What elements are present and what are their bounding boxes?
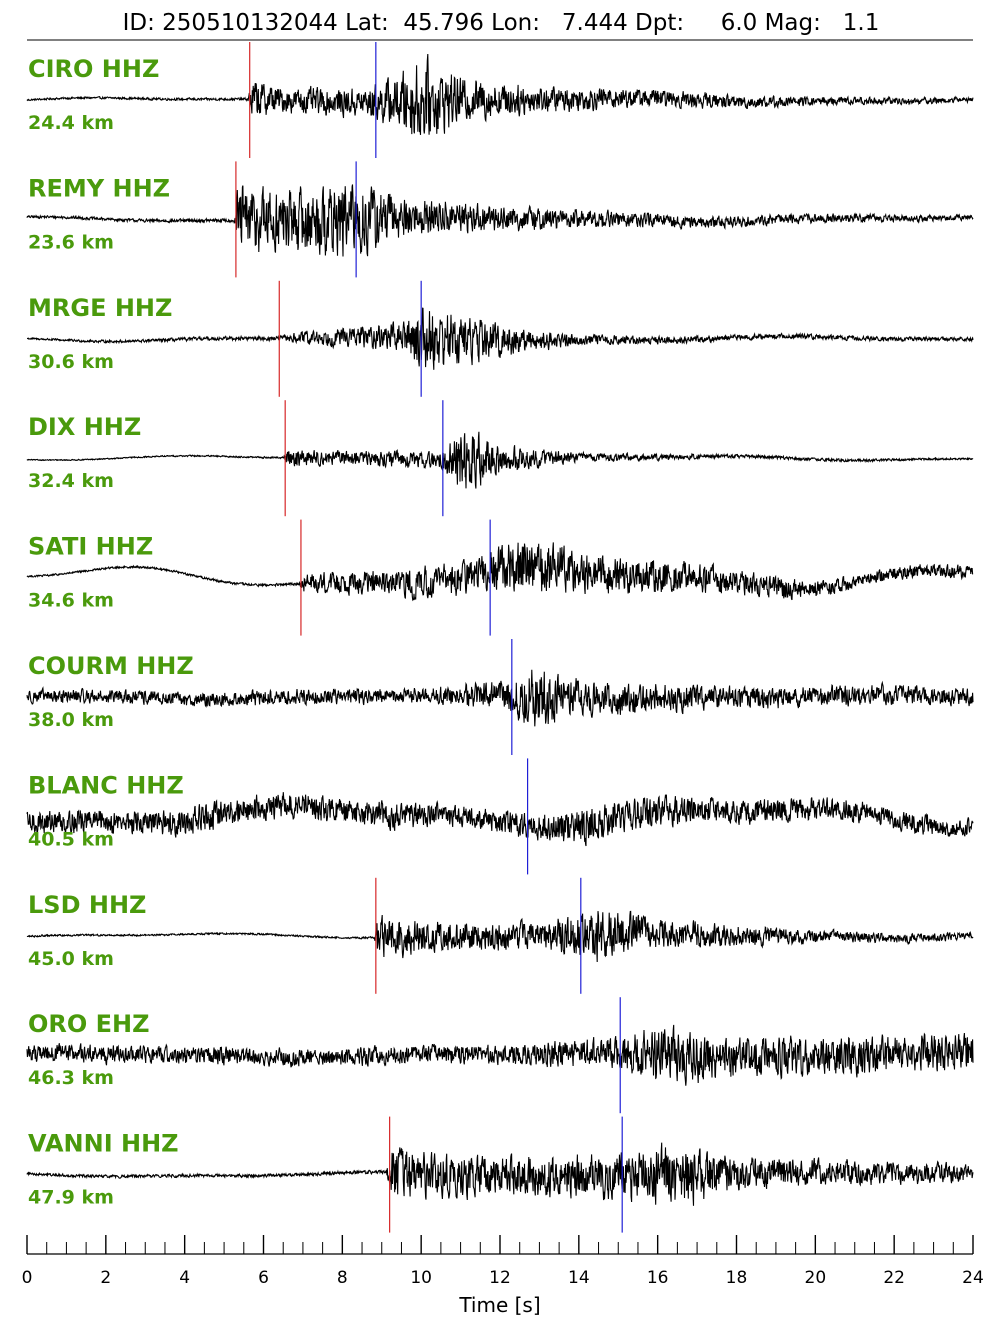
x-tick-label: 22 — [883, 1268, 905, 1288]
x-tick-label: 12 — [489, 1268, 511, 1288]
x-tick-label: 24 — [962, 1268, 984, 1288]
waveform-trace — [26, 910, 974, 963]
waveform-trace — [26, 53, 974, 135]
x-tick-label: 10 — [410, 1268, 432, 1288]
chart-title: ID: 250510132044 Lat: 45.796 Lon: 7.444 … — [123, 10, 880, 36]
waveform-trace — [26, 1024, 974, 1086]
waveform-trace — [26, 542, 974, 602]
station-label: DIX HHZ — [28, 413, 141, 441]
station-label: REMY HHZ — [28, 174, 170, 202]
trace-row: VANNI HHZ 47.9 km — [26, 1116, 974, 1233]
trace-row: REMY HHZ 23.6 km — [26, 161, 974, 278]
x-tick-label: 6 — [258, 1268, 269, 1288]
trace-row: BLANC HHZ 40.5 km — [26, 758, 974, 875]
trace-row: LSD HHZ 45.0 km — [26, 877, 974, 994]
distance-label: 24.4 km — [28, 112, 114, 134]
waveform-trace — [26, 184, 974, 257]
x-tick-label: 2 — [100, 1268, 111, 1288]
station-label: BLANC HHZ — [28, 771, 184, 799]
x-tick-label: 16 — [647, 1268, 669, 1288]
x-tick-label: 0 — [22, 1268, 33, 1288]
x-axis-label: Time [s] — [458, 1293, 540, 1317]
distance-label: 40.5 km — [28, 828, 114, 850]
trace-row: MRGE HHZ 30.6 km — [27, 280, 974, 397]
trace-row: ORO EHZ 46.3 km — [26, 997, 974, 1114]
station-label: MRGE HHZ — [28, 294, 172, 322]
station-label: SATI HHZ — [28, 533, 153, 561]
waveform-trace — [27, 307, 974, 370]
waveform-trace — [26, 1142, 974, 1206]
station-label: LSD HHZ — [28, 891, 146, 919]
distance-label: 32.4 km — [28, 470, 114, 492]
distance-label: 23.6 km — [28, 231, 114, 253]
waveform-trace — [26, 792, 974, 847]
station-label: COURM HHZ — [28, 652, 194, 680]
trace-row: CIRO HHZ 24.4 km — [26, 42, 974, 158]
x-tick-label: 18 — [726, 1268, 748, 1288]
distance-label: 34.6 km — [28, 590, 114, 612]
trace-row: COURM HHZ 38.0 km — [26, 639, 974, 755]
trace-row: SATI HHZ 34.6 km — [26, 519, 974, 636]
distance-label: 45.0 km — [28, 948, 114, 970]
distance-label: 38.0 km — [28, 709, 114, 731]
x-tick-label: 4 — [179, 1268, 190, 1288]
time-axis: 0 2 4 6 8 10 12 14 16 18 20 22 24 — [22, 1235, 984, 1288]
distance-label: 47.9 km — [28, 1187, 114, 1209]
x-tick-label: 14 — [568, 1268, 590, 1288]
x-tick-label: 8 — [337, 1268, 348, 1288]
distance-label: 46.3 km — [28, 1067, 114, 1089]
trace-row: DIX HHZ 32.4 km — [26, 400, 974, 517]
traces-group: CIRO HHZ 24.4 km REMY HHZ 23.6 km MRGE HHZ 30… — [26, 42, 974, 1233]
station-label: ORO EHZ — [28, 1010, 150, 1038]
station-label: VANNI HHZ — [28, 1130, 179, 1158]
waveform-trace — [26, 431, 974, 489]
station-label: CIRO HHZ — [28, 55, 159, 83]
distance-label: 30.6 km — [28, 351, 114, 373]
waveform-trace — [26, 669, 974, 727]
x-tick-label: 20 — [805, 1268, 827, 1288]
